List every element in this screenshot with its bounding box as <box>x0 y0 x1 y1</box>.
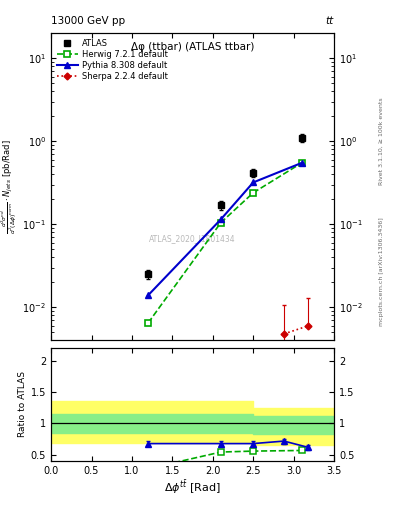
Line: Herwig 7.2.1 default: Herwig 7.2.1 default <box>148 163 302 323</box>
Pythia 8.308 default <box>251 179 255 185</box>
Pythia 8.308 default <box>299 160 304 166</box>
Herwig 7.2.1 default <box>146 320 151 326</box>
X-axis label: $\Delta\phi^{t\bar{t}}$ [Rad]: $\Delta\phi^{t\bar{t}}$ [Rad] <box>164 478 221 496</box>
Text: Δφ (ttbar) (ATLAS ttbar): Δφ (ttbar) (ATLAS ttbar) <box>131 42 254 53</box>
Pythia 8.308 default <box>219 216 223 222</box>
Sherpa 2.2.4 default <box>281 331 286 337</box>
Text: mcplots.cern.ch [arXiv:1306.3436]: mcplots.cern.ch [arXiv:1306.3436] <box>379 217 384 326</box>
Legend: ATLAS, Herwig 7.2.1 default, Pythia 8.308 default, Sherpa 2.2.4 default: ATLAS, Herwig 7.2.1 default, Pythia 8.30… <box>55 37 169 83</box>
Sherpa 2.2.4 default <box>306 323 310 329</box>
Text: 13000 GeV pp: 13000 GeV pp <box>51 15 125 26</box>
Y-axis label: $\frac{d^2\sigma^{nd}}{d^2(\Delta\phi)^{norm}} \cdot N_{jets}$ [pb/Rad]: $\frac{d^2\sigma^{nd}}{d^2(\Delta\phi)^{… <box>0 140 18 234</box>
Text: ATLAS_2020_I1801434: ATLAS_2020_I1801434 <box>149 234 236 244</box>
Pythia 8.308 default <box>146 292 151 298</box>
Y-axis label: Ratio to ATLAS: Ratio to ATLAS <box>18 372 27 437</box>
Text: tt: tt <box>326 15 334 26</box>
Herwig 7.2.1 default <box>251 190 255 196</box>
Line: Pythia 8.308 default: Pythia 8.308 default <box>148 163 302 295</box>
Herwig 7.2.1 default <box>299 160 304 166</box>
Line: Sherpa 2.2.4 default: Sherpa 2.2.4 default <box>284 326 308 334</box>
Text: Rivet 3.1.10, ≥ 100k events: Rivet 3.1.10, ≥ 100k events <box>379 97 384 185</box>
Herwig 7.2.1 default <box>219 220 223 226</box>
